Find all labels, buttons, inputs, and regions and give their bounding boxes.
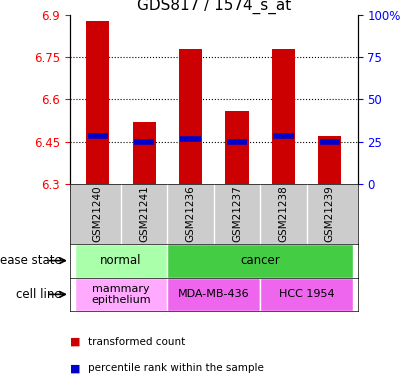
Text: GSM21237: GSM21237 — [232, 185, 242, 242]
Text: cell line: cell line — [16, 288, 62, 301]
Text: normal: normal — [100, 254, 142, 267]
Text: HCC 1954: HCC 1954 — [279, 290, 334, 299]
Bar — [74, 278, 167, 311]
Text: cancer: cancer — [240, 254, 280, 267]
Text: MDA-MB-436: MDA-MB-436 — [178, 290, 249, 299]
Bar — [179, 49, 202, 184]
Bar — [272, 49, 295, 184]
Text: percentile rank within the sample: percentile rank within the sample — [88, 363, 264, 373]
Text: disease state: disease state — [0, 254, 62, 267]
Bar — [167, 278, 260, 311]
Text: GSM21236: GSM21236 — [185, 185, 196, 242]
Bar — [86, 21, 109, 184]
Text: GSM21239: GSM21239 — [325, 185, 335, 242]
Text: transformed count: transformed count — [88, 337, 186, 347]
Bar — [318, 136, 341, 184]
Text: ■: ■ — [70, 337, 81, 347]
Text: GSM21240: GSM21240 — [93, 186, 103, 242]
Bar — [74, 244, 167, 278]
Text: GSM21238: GSM21238 — [278, 185, 289, 242]
Bar — [260, 278, 353, 311]
Text: mammary
epithelium: mammary epithelium — [91, 284, 151, 305]
Text: GSM21241: GSM21241 — [139, 185, 149, 242]
Text: ■: ■ — [70, 363, 81, 373]
Bar — [167, 244, 353, 278]
Title: GDS817 / 1574_s_at: GDS817 / 1574_s_at — [136, 0, 291, 13]
Bar — [225, 111, 249, 184]
Bar — [132, 122, 156, 184]
